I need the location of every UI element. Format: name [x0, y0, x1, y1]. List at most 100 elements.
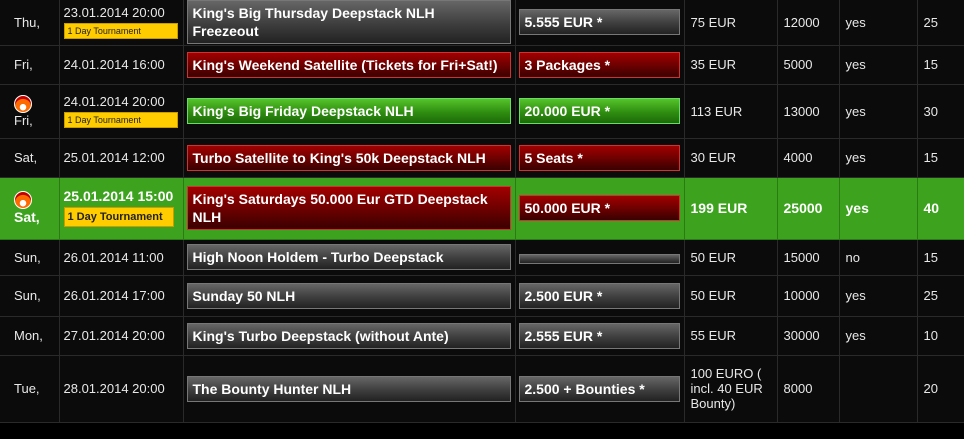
name-cell: King's Big Thursday Deepstack NLH Freeze…: [183, 0, 516, 46]
name-cell: King's Big Friday Deepstack NLH: [183, 84, 516, 139]
stack-cell: 30000: [777, 316, 840, 356]
stack-cell: 13000: [777, 84, 840, 139]
name-cell: High Noon Holdem - Turbo Deepstack: [183, 239, 516, 276]
date-time: 26.01.2014 11:00: [63, 249, 164, 265]
date-time: 27.01.2014 20:00: [63, 328, 165, 343]
date-cell: 23.01.2014 20:00 1 Day Tournament: [59, 0, 184, 46]
prize-cell: [515, 239, 685, 276]
rebuy-cell: yes: [839, 138, 918, 178]
rebuy-cell: yes: [839, 84, 918, 139]
blinds-cell: 15: [917, 45, 964, 85]
rebuy-cell: yes: [839, 0, 918, 46]
prize-pool-box[interactable]: 2.555 EUR *: [518, 322, 680, 349]
day-cell: Fri,: [0, 84, 60, 139]
buyin-cell: 50 EUR: [684, 275, 778, 317]
date-time: 25.01.2014 12:00: [63, 150, 165, 165]
prize-pool-box[interactable]: 20.000 EUR *: [518, 98, 680, 124]
prize-pool-box[interactable]: 50.000 EUR *: [518, 195, 680, 221]
rebuy-cell: no: [839, 239, 918, 276]
buyin-cell: 50 EUR: [684, 239, 778, 276]
prize-pool-box[interactable]: 2.500 EUR *: [518, 282, 680, 309]
rebuy-cell: yes: [839, 316, 918, 356]
table-row[interactable]: Sun, 26.01.2014 11:00 High Noon Holdem - T…: [0, 239, 964, 276]
day-label: Sun,: [14, 288, 41, 303]
date-time: 28.01.2014 20:00: [63, 381, 165, 396]
blinds-cell: 25: [917, 0, 964, 46]
tournament-name-link[interactable]: King's Turbo Deepstack (without Ante): [186, 322, 511, 349]
tournament-schedule-table: Thu, 23.01.2014 20:00 1 Day Tournament King…: [0, 0, 964, 423]
day-cell: Tue,: [0, 355, 60, 423]
date-cell: 26.01.2014 17:00: [59, 275, 184, 317]
prize-pool-box[interactable]: 5 Seats *: [518, 144, 680, 171]
tournament-type-badge: 1 Day Tournament: [63, 207, 174, 227]
date-cell: 25.01.2014 12:00: [59, 138, 184, 178]
prize-cell: 2.500 + Bounties *: [515, 355, 685, 423]
buyin-cell: 35 EUR: [684, 45, 778, 85]
prize-cell: 50.000 EUR *: [515, 177, 685, 240]
tournament-name-link[interactable]: King's Saturdays 50.000 Eur GTD Deepstac…: [186, 186, 511, 230]
table-row[interactable]: Tue, 28.01.2014 20:00 The Bounty Hunter NL…: [0, 355, 964, 423]
prize-cell: 20.000 EUR *: [515, 84, 685, 139]
day-cell: Thu,: [0, 0, 60, 46]
prize-cell: 5.555 EUR *: [515, 0, 685, 46]
stack-cell: 5000: [777, 45, 840, 85]
tournament-name-link[interactable]: King's Big Thursday Deepstack NLH Freeze…: [186, 0, 511, 45]
stack-cell: 12000: [777, 0, 840, 46]
day-label: Mon,: [14, 328, 43, 343]
table-row[interactable]: Sun, 26.01.2014 17:00 Sunday 50 NLH 2.500 E…: [0, 275, 964, 317]
tournament-name-link[interactable]: King's Big Friday Deepstack NLH: [186, 98, 511, 124]
name-cell: Turbo Satellite to King's 50k Deepstack …: [183, 138, 516, 178]
blinds-cell: 10: [917, 316, 964, 356]
rebuy-cell: yes: [839, 45, 918, 85]
date-cell: 28.01.2014 20:00: [59, 355, 184, 423]
prize-cell: 2.500 EUR *: [515, 275, 685, 317]
prize-pool-box[interactable]: [518, 253, 680, 264]
date-time: 26.01.2014 17:00: [63, 288, 165, 303]
blinds-cell: 40: [917, 177, 964, 240]
day-label: Sat,: [14, 150, 38, 165]
blinds-cell: 15: [917, 138, 964, 178]
table-row[interactable]: Sat, 25.01.2014 12:00 Turbo Satellite to K…: [0, 138, 964, 178]
table-row[interactable]: Mon, 27.01.2014 20:00 King's Turbo Deepsta…: [0, 316, 964, 356]
date-cell: 25.01.2014 15:00 1 Day Tournament: [59, 177, 184, 240]
tournament-name-link[interactable]: King's Weekend Satellite (Tickets for Fr…: [186, 51, 511, 78]
day-cell: Fri,: [0, 45, 60, 85]
prize-pool-box[interactable]: 5.555 EUR *: [518, 9, 680, 36]
table-row[interactable]: Thu, 23.01.2014 20:00 1 Day Tournament King…: [0, 0, 964, 46]
day-label: Fri,: [14, 112, 33, 128]
stack-cell: 25000: [777, 177, 840, 240]
fire-icon: [14, 94, 32, 113]
date-time: 25.01.2014 15:00: [63, 188, 174, 204]
day-label: Sat,: [14, 209, 40, 226]
prize-pool-box[interactable]: 2.500 + Bounties *: [518, 375, 680, 402]
name-cell: The Bounty Hunter NLH: [183, 355, 516, 423]
table-row[interactable]: Fri, 24.01.2014 20:00 1 Day Tournament King…: [0, 84, 964, 139]
prize-cell: 2.555 EUR *: [515, 316, 685, 356]
day-label: Fri,: [14, 57, 33, 72]
name-cell: King's Turbo Deepstack (without Ante): [183, 316, 516, 356]
name-cell: King's Weekend Satellite (Tickets for Fr…: [183, 45, 516, 85]
buyin-cell: 199 EUR: [684, 177, 778, 240]
buyin-cell: 30 EUR: [684, 138, 778, 178]
prize-cell: 3 Packages *: [515, 45, 685, 85]
date-cell: 27.01.2014 20:00: [59, 316, 184, 356]
stack-cell: 8000: [777, 355, 840, 423]
schedule-body: Thu, 23.01.2014 20:00 1 Day Tournament King…: [0, 0, 964, 423]
stack-cell: 10000: [777, 275, 840, 317]
buyin-cell: 113 EUR: [684, 84, 778, 139]
rebuy-cell: [839, 355, 918, 423]
tournament-name-link[interactable]: The Bounty Hunter NLH: [186, 375, 511, 402]
blinds-cell: 30: [917, 84, 964, 139]
buyin-cell: 75 EUR: [684, 0, 778, 46]
prize-pool-box[interactable]: 3 Packages *: [518, 51, 680, 78]
rebuy-cell: yes: [839, 177, 918, 240]
table-row-highlighted[interactable]: Sat, 25.01.2014 15:00 1 Day Tournament King…: [0, 177, 964, 240]
tournament-name-link[interactable]: Sunday 50 NLH: [186, 282, 511, 309]
tournament-type-badge: 1 Day Tournament: [63, 23, 178, 40]
table-row[interactable]: Fri, 24.01.2014 16:00 King's Weekend Satel…: [0, 45, 964, 85]
blinds-cell: 20: [917, 355, 964, 423]
name-cell: King's Saturdays 50.000 Eur GTD Deepstac…: [183, 177, 516, 240]
tournament-name-link[interactable]: High Noon Holdem - Turbo Deepstack: [186, 244, 511, 270]
tournament-name-link[interactable]: Turbo Satellite to King's 50k Deepstack …: [186, 144, 511, 171]
date-cell: 24.01.2014 20:00 1 Day Tournament: [59, 84, 184, 139]
